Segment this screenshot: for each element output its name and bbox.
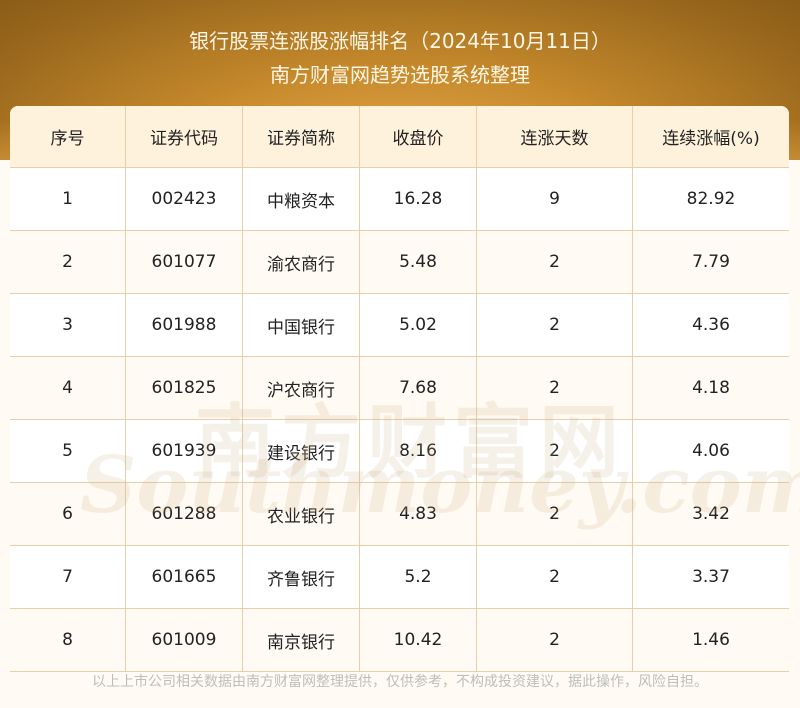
table-cell: 1 xyxy=(10,168,126,230)
table-cell: 渝农商行 xyxy=(243,231,360,293)
table-cell: 6 xyxy=(10,483,126,545)
table-cell: 2 xyxy=(477,420,633,482)
table-cell: 4.06 xyxy=(692,441,730,461)
table-cell: 16.28 xyxy=(360,168,477,230)
table-cell: 5.02 xyxy=(360,294,477,356)
table-header: 序号 证券代码 证券简称 收盘价 连涨天数 连续涨幅(%) xyxy=(10,106,789,168)
table-row: 6 601288 农业银行 4.83 2 3.42 xyxy=(10,483,789,546)
table-cell: 2 xyxy=(477,294,633,356)
table-row: 2 601077 渝农商行 5.48 2 7.79 xyxy=(10,231,789,294)
table-cell: 5.48 xyxy=(360,231,477,293)
table-cell: 4.36 xyxy=(692,315,730,335)
table-cell: 5.2 xyxy=(360,546,477,608)
column-header: 序号 xyxy=(10,106,126,167)
table-row: 7 601665 齐鲁银行 5.2 2 3.37 xyxy=(10,546,789,609)
column-header: 证券简称 xyxy=(243,106,360,167)
disclaimer: 以上上市公司相关数据由南方财富网整理提供，仅供参考，不构成投资建议，据此操作，风… xyxy=(92,674,708,690)
column-header: 连续涨幅(%) xyxy=(662,129,760,149)
table-row: 8 601009 南京银行 10.42 2 1.46 xyxy=(10,609,789,672)
table-cell: 601939 xyxy=(126,420,243,482)
table-cell: 4.83 xyxy=(360,483,477,545)
table-cell: 2 xyxy=(477,483,633,545)
table-cell: 9 xyxy=(477,168,633,230)
table-cell: 南京银行 xyxy=(243,609,360,671)
table-cell: 601288 xyxy=(126,483,243,545)
table-cell: 8 xyxy=(10,609,126,671)
table-cell: 002423 xyxy=(126,168,243,230)
table-row: 4 601825 沪农商行 7.68 2 4.18 xyxy=(10,357,789,420)
column-header: 收盘价 xyxy=(360,106,477,167)
table-cell: 建设银行 xyxy=(243,420,360,482)
table-cell: 2 xyxy=(477,546,633,608)
table-row: 5 601939 建设银行 8.16 2 4.06 xyxy=(10,420,789,483)
ranking-table: 序号 证券代码 证券简称 收盘价 连涨天数 连续涨幅(%) 1 002423 中粮资本 16.28… xyxy=(10,106,789,672)
table-cell: 3.37 xyxy=(692,567,730,587)
table-row: 1 002423 中粮资本 16.28 9 82.92 xyxy=(10,168,789,231)
page-title: 银行股票连涨股涨幅排名（2024年10月11日） xyxy=(189,29,611,53)
table-cell: 8.16 xyxy=(360,420,477,482)
table-cell: 82.92 xyxy=(686,189,736,209)
table-cell: 4.18 xyxy=(692,378,730,398)
table-cell: 3.42 xyxy=(692,504,730,524)
table-cell: 农业银行 xyxy=(243,483,360,545)
table-cell: 齐鲁银行 xyxy=(243,546,360,608)
table-row: 3 601988 中国银行 5.02 2 4.36 xyxy=(10,294,789,357)
table-cell: 7.68 xyxy=(360,357,477,419)
table-cell: 601077 xyxy=(126,231,243,293)
table-cell: 1.46 xyxy=(692,630,730,650)
table-cell: 601009 xyxy=(126,609,243,671)
table-cell: 10.42 xyxy=(360,609,477,671)
table-cell: 2 xyxy=(10,231,126,293)
table-cell: 5 xyxy=(10,420,126,482)
table-cell: 2 xyxy=(477,609,633,671)
table-cell: 中粮资本 xyxy=(243,168,360,230)
page-subtitle: 南方财富网趋势选股系统整理 xyxy=(270,63,530,87)
table-cell: 601665 xyxy=(126,546,243,608)
table-cell: 7 xyxy=(10,546,126,608)
table-cell: 7.79 xyxy=(692,252,730,272)
table-cell: 601825 xyxy=(126,357,243,419)
table-cell: 沪农商行 xyxy=(243,357,360,419)
table-cell: 3 xyxy=(10,294,126,356)
table-cell: 2 xyxy=(477,357,633,419)
column-header: 连涨天数 xyxy=(477,106,633,167)
table-cell: 2 xyxy=(477,231,633,293)
table-cell: 601988 xyxy=(126,294,243,356)
table-cell: 中国银行 xyxy=(243,294,360,356)
table-cell: 4 xyxy=(10,357,126,419)
column-header: 证券代码 xyxy=(126,106,243,167)
